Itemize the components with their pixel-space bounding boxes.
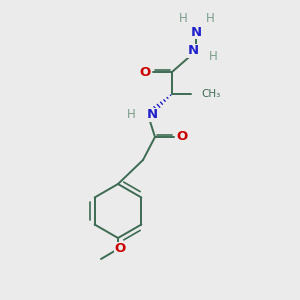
Text: N: N — [190, 26, 202, 38]
Text: O: O — [114, 242, 126, 256]
Text: H: H — [178, 11, 188, 25]
Text: H: H — [206, 11, 214, 25]
Text: N: N — [188, 44, 199, 58]
Text: CH₃: CH₃ — [201, 89, 220, 99]
Text: H: H — [127, 109, 135, 122]
Text: N: N — [146, 109, 158, 122]
Text: O: O — [176, 130, 188, 143]
Text: H: H — [208, 50, 217, 64]
Text: O: O — [140, 65, 151, 79]
